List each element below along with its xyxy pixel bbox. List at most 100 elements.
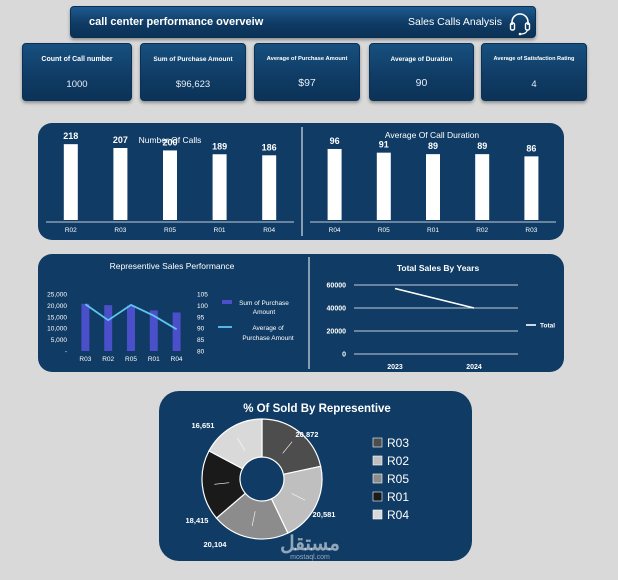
leader-line bbox=[214, 482, 230, 485]
legend-swatch-r03 bbox=[372, 437, 383, 448]
data-label: 20,581 bbox=[313, 510, 336, 519]
slice-r02 bbox=[270, 465, 323, 534]
row1-charts: Number Of Calls Average Of Call Duration… bbox=[46, 127, 556, 236]
x-tick-label: 2023 bbox=[387, 364, 403, 371]
data-label: 186 bbox=[262, 142, 277, 152]
data-label: 18,415 bbox=[186, 516, 209, 525]
kpi-label: Average of Purchase Amount bbox=[266, 56, 348, 62]
bar-r01 bbox=[426, 154, 440, 220]
y-tick-label: 20000 bbox=[327, 329, 347, 336]
sales-panel: Representive Sales Performance Total Sal… bbox=[38, 254, 564, 372]
legend-swatch-r01 bbox=[372, 491, 383, 502]
y-tick-label-left: 5,000 bbox=[51, 337, 68, 344]
dashboard-header: call center performance overveiw Sales C… bbox=[70, 6, 536, 38]
bar-r01 bbox=[212, 154, 227, 220]
y-tick-label-left: 20,000 bbox=[47, 303, 67, 310]
y-tick-label-right: 100 bbox=[197, 303, 208, 310]
kpi-avg-purchase: Average of Purchase Amount $97 bbox=[254, 43, 360, 101]
legend-swatch-r05 bbox=[372, 473, 383, 484]
y-tick-label-right: 80 bbox=[197, 349, 205, 356]
data-label: 218 bbox=[63, 131, 78, 141]
bar-r02 bbox=[475, 154, 490, 220]
leader-line bbox=[282, 441, 293, 454]
x-tick-label: 2024 bbox=[466, 364, 482, 371]
chart-title-duration: Average Of Call Duration bbox=[385, 130, 480, 140]
data-label: 16,651 bbox=[192, 421, 215, 430]
y-tick-label-right: 95 bbox=[197, 314, 205, 321]
data-label: 96 bbox=[330, 136, 340, 146]
y-tick-label: 60000 bbox=[327, 283, 347, 290]
kpi-label: Sum of Purchase Amount bbox=[153, 56, 233, 63]
y-tick-label-right: 105 bbox=[197, 292, 208, 299]
kpi-label: Count of Call number bbox=[41, 56, 113, 63]
x-tick-label: R01 bbox=[427, 227, 439, 234]
x-tick-label: R04 bbox=[263, 227, 275, 234]
kpi-avg-duration: Average of Duration 90 bbox=[369, 43, 474, 101]
slice-r04 bbox=[208, 418, 263, 470]
legend-label-r03: R03 bbox=[387, 436, 409, 450]
dashboard-subtitle: Sales Calls Analysis bbox=[408, 16, 502, 28]
legend-swatch-r02 bbox=[372, 455, 383, 466]
y-tick-label-left: 15,000 bbox=[47, 314, 67, 321]
chart-title-rep-sales: Representive Sales Performance bbox=[110, 261, 235, 271]
slice-r03 bbox=[261, 418, 322, 476]
bar-r05 bbox=[127, 305, 135, 351]
data-label: 91 bbox=[379, 140, 389, 150]
data-label: 200 bbox=[162, 137, 177, 147]
watermark-logo: مستقل bbox=[280, 533, 340, 555]
leader-line bbox=[251, 511, 256, 527]
row2-charts: Representive Sales Performance Total Sal… bbox=[47, 257, 555, 371]
watermark: مستقل mostaql.com bbox=[270, 534, 350, 561]
data-label: 20,104 bbox=[204, 540, 228, 549]
y-tick-label-left: - bbox=[65, 349, 67, 356]
bar-r03 bbox=[113, 148, 128, 220]
bar-r04 bbox=[327, 148, 342, 220]
bar-r04 bbox=[172, 312, 181, 351]
bar-r05 bbox=[376, 152, 391, 220]
x-tick-label: R03 bbox=[79, 356, 91, 363]
bar-r03 bbox=[81, 303, 90, 351]
legend-label-avg-line2: Purchase Amount bbox=[242, 335, 294, 342]
leader-line bbox=[291, 493, 306, 501]
bar-r05 bbox=[163, 150, 177, 220]
chart-title-calls: Number Of Calls bbox=[139, 135, 202, 145]
data-label: 20,872 bbox=[296, 430, 319, 439]
legend-label-r01: R01 bbox=[387, 490, 409, 504]
y-tick-label-left: 10,000 bbox=[47, 326, 67, 333]
legend-swatch-sum bbox=[222, 300, 232, 304]
y-tick-label: 40000 bbox=[327, 306, 347, 313]
kpi-label: Average of Duration bbox=[390, 56, 453, 63]
kpi-value: $97 bbox=[298, 77, 316, 89]
data-label: 86 bbox=[526, 143, 536, 153]
x-tick-label: R05 bbox=[164, 227, 176, 234]
slice-r05 bbox=[215, 492, 289, 540]
x-tick-label: R05 bbox=[378, 227, 390, 234]
y-tick-label-right: 90 bbox=[197, 326, 205, 333]
calls-duration-panel: Number Of Calls Average Of Call Duration… bbox=[38, 123, 564, 240]
legend-label-r04: R04 bbox=[387, 508, 409, 522]
kpi-sum-purchase: Sum of Purchase Amount $96,623 bbox=[140, 43, 246, 101]
watermark-url: mostaql.com bbox=[290, 554, 330, 561]
kpi-value: 90 bbox=[415, 77, 428, 89]
kpi-value: 4 bbox=[531, 79, 537, 90]
legend-label-avg-line1: Average of bbox=[252, 325, 284, 332]
legend-label-total: Total bbox=[540, 323, 555, 330]
x-tick-label: R01 bbox=[148, 356, 160, 363]
data-label: 89 bbox=[428, 141, 438, 151]
x-tick-label: R02 bbox=[476, 227, 488, 234]
donut-panel: % Of Sold By Representive 20,872 20,581 20… bbox=[159, 391, 472, 561]
legend-label-sum-line1: Sum of Purchase bbox=[239, 300, 289, 307]
legend-label-r02: R02 bbox=[387, 454, 409, 468]
x-tick-label: R04 bbox=[171, 356, 183, 363]
bar-r03 bbox=[524, 156, 539, 220]
donut-chart: % Of Sold By Representive 20,872 20,581 20… bbox=[186, 403, 410, 549]
series-line-total bbox=[394, 287, 475, 309]
x-tick-label: R01 bbox=[214, 227, 226, 234]
bar-r02 bbox=[104, 305, 113, 351]
x-tick-label: R02 bbox=[102, 356, 114, 363]
dashboard-title: call center performance overveiw bbox=[89, 16, 264, 28]
y-tick-label: 0 bbox=[342, 352, 346, 359]
x-tick-label: R03 bbox=[114, 227, 126, 234]
x-tick-label: R02 bbox=[65, 227, 77, 234]
chart-title-yearly: Total Sales By Years bbox=[397, 263, 480, 273]
